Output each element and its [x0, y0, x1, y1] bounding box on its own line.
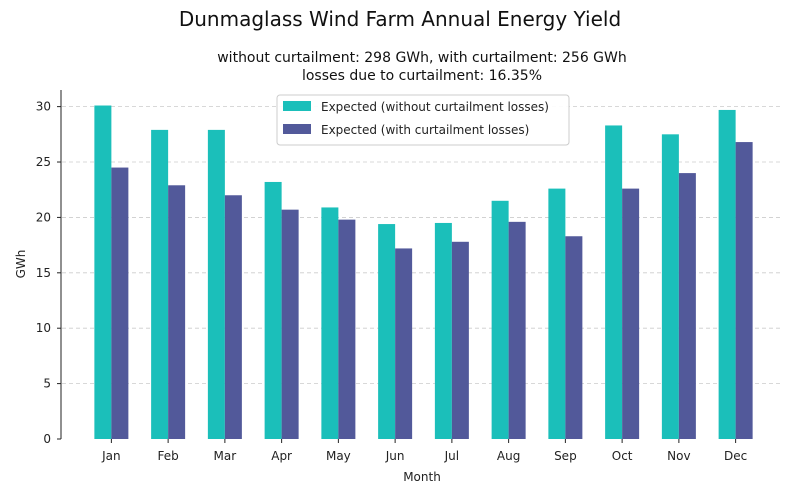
bar-with-curtailment-jun [395, 248, 413, 439]
y-tick-label: 5 [43, 377, 51, 391]
bar-without-curtailment-feb [151, 129, 169, 439]
bar-without-curtailment-jun [378, 224, 396, 439]
x-tick-label-dec: Dec [724, 449, 747, 463]
bar-with-curtailment-aug [508, 221, 526, 439]
bar-with-curtailment-nov [678, 173, 696, 439]
legend-label-without-curtailment: Expected (without curtailment losses) [321, 100, 549, 114]
bar-with-curtailment-may [338, 219, 356, 439]
x-tick-label-may: May [326, 449, 351, 463]
bar-without-curtailment-oct [605, 125, 623, 439]
x-tick-label-jan: Jan [101, 449, 121, 463]
bar-with-curtailment-feb [168, 185, 186, 439]
bar-without-curtailment-apr [264, 181, 282, 439]
x-tick-label-mar: Mar [214, 449, 237, 463]
bar-without-curtailment-dec [718, 109, 736, 439]
x-tick-label-apr: Apr [271, 449, 292, 463]
bar-with-curtailment-jul [451, 241, 469, 439]
y-tick-label: 30 [36, 100, 51, 114]
y-tick-label: 20 [36, 210, 51, 224]
chart-subtitle-line-1: without curtailment: 298 GWh, with curta… [217, 50, 627, 66]
bar-without-curtailment-mar [207, 129, 225, 439]
bar-without-curtailment-aug [491, 200, 509, 439]
bar-without-curtailment-jan [94, 105, 112, 439]
x-tick-label-feb: Feb [158, 449, 179, 463]
x-tick-label-jul: Jul [444, 449, 459, 463]
chart-title: Dunmaglass Wind Farm Annual Energy Yield [179, 7, 621, 31]
bar-without-curtailment-nov [661, 134, 679, 440]
legend-swatch-with-curtailment [283, 124, 311, 134]
y-ticks: 0 5 10 15 20 25 30 [36, 100, 61, 446]
legend: Expected (without curtailment losses) Ex… [276, 94, 570, 146]
bar-with-curtailment-dec [735, 142, 753, 440]
x-tick-label-nov: Nov [667, 449, 690, 463]
bars [94, 105, 753, 440]
x-tick-label-aug: Aug [497, 449, 520, 463]
bar-with-curtailment-sep [565, 236, 583, 439]
x-ticks: Jan Feb Mar Apr May Jun Jul Aug Sep Oct Nov Dec [101, 439, 747, 463]
y-tick-label: 25 [36, 155, 51, 169]
bar-with-curtailment-oct [622, 188, 640, 439]
x-tick-label-sep: Sep [554, 449, 577, 463]
x-tick-label-jun: Jun [385, 449, 405, 463]
bar-with-curtailment-jan [111, 167, 129, 440]
bar-with-curtailment-mar [224, 195, 242, 439]
bar-without-curtailment-sep [548, 188, 566, 439]
y-tick-label: 15 [36, 266, 51, 280]
legend-box [276, 94, 570, 146]
y-axis-label: GWh [14, 250, 28, 279]
y-tick-label: 0 [43, 432, 51, 446]
bar-with-curtailment-apr [281, 209, 299, 439]
bar-without-curtailment-may [321, 207, 339, 439]
legend-swatch-without-curtailment [283, 101, 311, 111]
y-tick-label: 10 [36, 321, 51, 335]
chart-subtitle-line-2: losses due to curtailment: 16.35% [302, 68, 542, 84]
legend-label-with-curtailment: Expected (with curtailment losses) [321, 123, 529, 137]
x-axis-label: Month [403, 470, 441, 484]
bar-without-curtailment-jul [434, 222, 452, 439]
x-tick-label-oct: Oct [612, 449, 633, 463]
